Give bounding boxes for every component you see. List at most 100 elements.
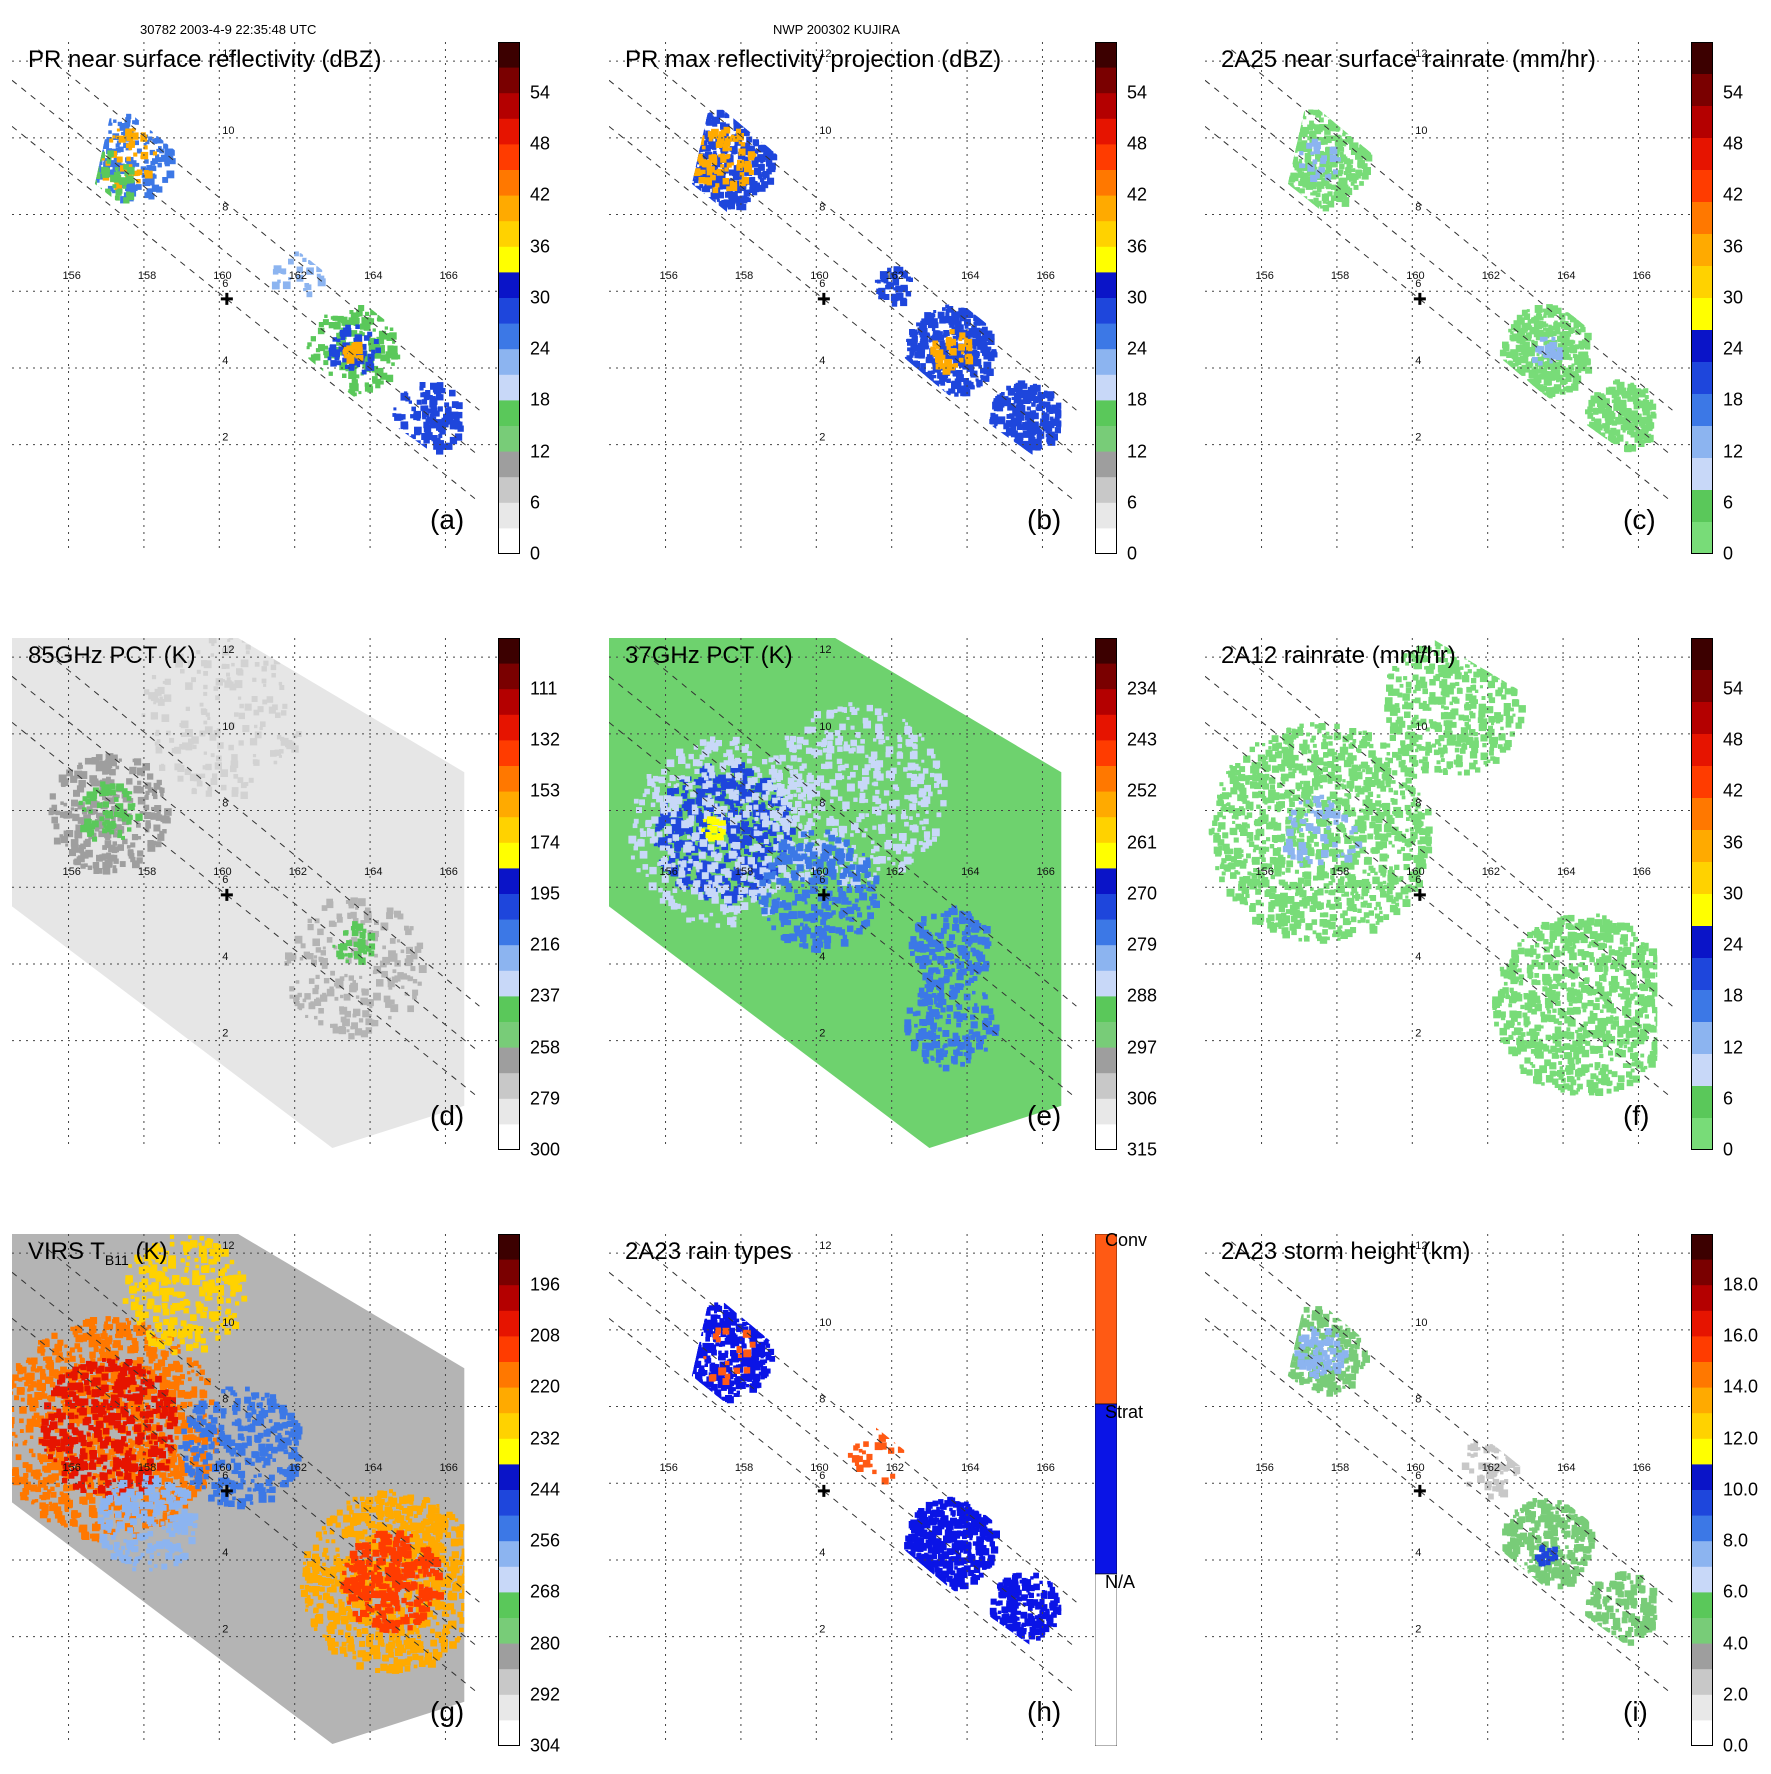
pixel — [155, 732, 159, 736]
pixel — [711, 742, 719, 750]
pixel — [296, 980, 300, 984]
colorbar-swatch — [498, 375, 520, 401]
pixel — [659, 777, 666, 784]
pixel — [760, 808, 764, 812]
pixel — [698, 148, 701, 151]
colorbar-swatch — [498, 894, 520, 920]
pixel — [698, 139, 704, 145]
pixel — [323, 947, 326, 950]
pixel — [756, 127, 762, 133]
pixel — [1540, 316, 1544, 320]
pixel — [863, 718, 869, 724]
pixel — [1274, 153, 1277, 156]
pixel — [692, 120, 699, 127]
pixel — [688, 868, 691, 871]
pixel — [774, 889, 777, 892]
pixel — [923, 383, 927, 387]
pixel — [1329, 124, 1335, 130]
pixel — [407, 1005, 414, 1012]
pixel — [252, 696, 258, 702]
pixel — [702, 772, 707, 777]
pixel — [1547, 311, 1551, 315]
pixel — [388, 1016, 392, 1020]
pixel — [884, 790, 889, 795]
pixel — [691, 887, 698, 894]
pixel — [723, 178, 730, 185]
pixel — [1351, 168, 1355, 172]
pixel — [1012, 397, 1015, 400]
pixel — [857, 746, 865, 754]
pixel — [207, 717, 210, 720]
pixel — [698, 128, 702, 132]
pixel — [1325, 181, 1329, 185]
pixel — [333, 316, 338, 321]
pixel — [300, 253, 304, 257]
lon-label: 162 — [289, 866, 307, 878]
pixel — [97, 188, 102, 193]
swath-edge-line — [609, 126, 1076, 502]
pixel — [640, 851, 648, 859]
pixel — [411, 434, 416, 439]
pixel — [446, 413, 452, 419]
pixel — [135, 115, 141, 121]
pixel — [112, 823, 117, 828]
colorbar-tick-label: 258 — [530, 1037, 560, 1058]
pixel — [127, 827, 131, 831]
pixel — [671, 811, 677, 817]
pixel — [700, 880, 703, 883]
pixel — [1283, 166, 1290, 173]
pixel — [314, 955, 317, 958]
pixel — [743, 178, 747, 182]
pixel — [420, 446, 426, 452]
pixel — [1306, 203, 1310, 207]
pixel — [71, 800, 78, 807]
pixel — [87, 832, 92, 837]
pixel — [938, 790, 942, 794]
colorbar-tick-label: 6 — [1127, 492, 1137, 513]
pixel — [1563, 347, 1569, 353]
pixel — [224, 680, 232, 688]
pixel — [406, 436, 411, 441]
pixel — [151, 712, 158, 719]
colorbar-swatch — [1691, 74, 1713, 107]
pixel — [801, 792, 806, 797]
colorbar-tick-label: 30 — [530, 287, 550, 308]
pixel — [692, 782, 695, 785]
pixel — [735, 836, 740, 841]
colorbar-swatch — [1691, 202, 1713, 235]
pixel — [313, 354, 320, 361]
pixel — [712, 204, 715, 207]
pixel — [692, 144, 696, 148]
pixel — [316, 947, 321, 952]
pixel — [699, 125, 705, 131]
pixel — [431, 408, 438, 415]
pixel — [82, 807, 87, 812]
pixel — [1310, 192, 1313, 195]
pixel — [716, 792, 720, 796]
pixel — [941, 780, 948, 787]
pixel — [84, 181, 90, 187]
pixel — [92, 837, 97, 842]
pixel — [912, 371, 916, 375]
colorbar-tick-label: 24 — [1723, 339, 1743, 360]
pixel — [355, 374, 359, 378]
pixel — [910, 794, 917, 801]
pixel — [229, 638, 234, 640]
pixel — [99, 854, 105, 860]
pixel — [1599, 400, 1604, 405]
pixel — [356, 312, 360, 316]
pixel — [695, 154, 703, 162]
pixel — [1515, 382, 1521, 388]
pixel — [731, 162, 734, 165]
pixel — [771, 769, 777, 775]
pixel — [1635, 418, 1641, 424]
pixel — [319, 322, 324, 327]
pixel — [1306, 143, 1312, 149]
colorbar-swatch — [1095, 196, 1117, 222]
pixel — [764, 839, 769, 844]
pixel — [309, 978, 315, 984]
pixel — [990, 413, 995, 418]
pixel — [241, 782, 247, 788]
pixel — [668, 839, 672, 843]
